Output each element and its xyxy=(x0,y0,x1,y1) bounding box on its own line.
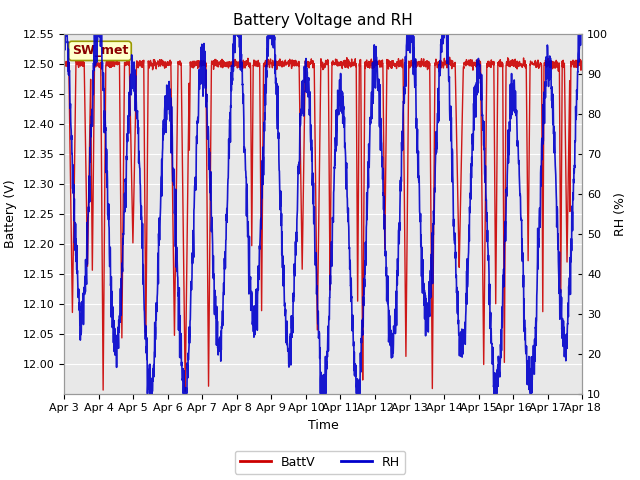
Y-axis label: RH (%): RH (%) xyxy=(614,192,627,236)
Legend: BattV, RH: BattV, RH xyxy=(235,451,405,474)
Title: Battery Voltage and RH: Battery Voltage and RH xyxy=(234,13,413,28)
Text: SW_met: SW_met xyxy=(72,44,128,58)
Y-axis label: Battery (V): Battery (V) xyxy=(4,180,17,248)
X-axis label: Time: Time xyxy=(308,419,339,432)
